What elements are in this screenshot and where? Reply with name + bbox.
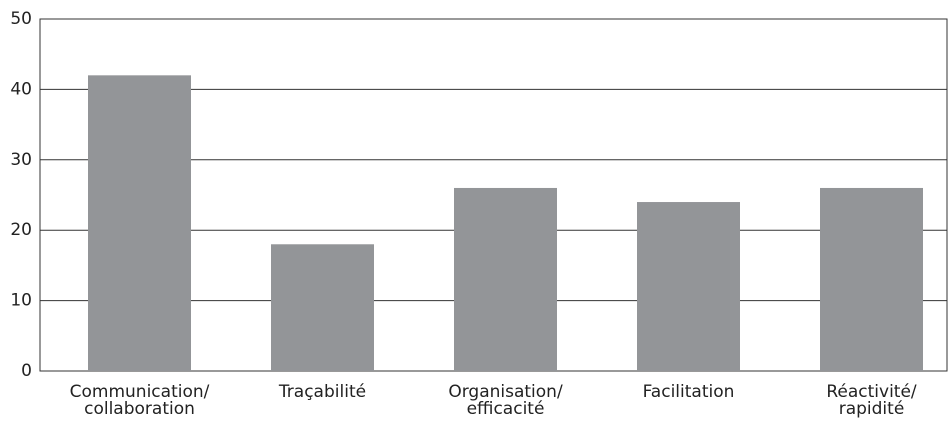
bar bbox=[88, 75, 191, 371]
x-tick-label: Réactivité/rapidité bbox=[826, 382, 917, 419]
bar bbox=[271, 244, 374, 371]
y-tick-label: 30 bbox=[10, 150, 32, 170]
x-tick-label: Communication/collaboration bbox=[70, 382, 210, 419]
x-tick-label: Facilitation bbox=[643, 382, 735, 402]
y-tick-label: 40 bbox=[10, 79, 32, 99]
bar bbox=[454, 187, 557, 371]
bar bbox=[637, 202, 740, 371]
bar bbox=[820, 187, 923, 371]
y-tick-label: 0 bbox=[21, 361, 32, 381]
x-tick-label: Organisation/efficacité bbox=[448, 382, 563, 419]
y-tick-label: 20 bbox=[10, 220, 32, 240]
x-tick-label: Traçabilité bbox=[278, 382, 366, 402]
y-tick-label: 10 bbox=[10, 291, 32, 311]
y-tick-label: 50 bbox=[10, 9, 32, 29]
